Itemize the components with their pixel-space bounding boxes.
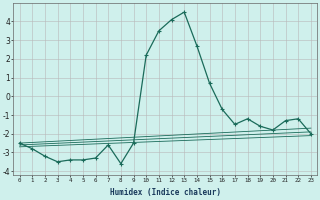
X-axis label: Humidex (Indice chaleur): Humidex (Indice chaleur) <box>110 188 221 197</box>
